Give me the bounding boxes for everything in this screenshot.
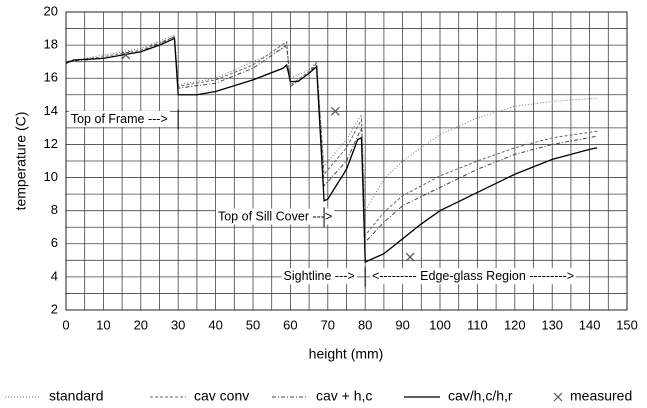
x-tick-label: 140 — [579, 317, 601, 332]
x-tick-label: 90 — [395, 317, 409, 332]
legend-label: standard — [49, 388, 103, 404]
y-tick-label: 4 — [51, 268, 58, 283]
x-tick-label: 120 — [504, 317, 526, 332]
series-line — [65, 34, 598, 213]
y-tick-label: 8 — [51, 202, 58, 217]
annotation: Top of Sill Cover ---> — [218, 210, 332, 224]
y-tick-label: 10 — [44, 169, 58, 184]
annotation-bg — [281, 268, 357, 285]
x-tick-label: 30 — [171, 317, 185, 332]
x-tick-label: 60 — [283, 317, 297, 332]
series-line — [65, 37, 598, 263]
x-tick-label: 10 — [96, 317, 110, 332]
y-tick-label: 2 — [51, 301, 58, 316]
y-axis-label: temperature (C) — [13, 112, 29, 211]
measured-point — [405, 252, 415, 262]
y-tick-label: 14 — [44, 103, 58, 118]
plot-frame — [65, 11, 628, 311]
x-tick-label: 40 — [208, 317, 222, 332]
legend-label: cav conv — [194, 388, 249, 404]
x-tick-label: 80 — [358, 317, 372, 332]
annotation: Sightline ---> — [284, 269, 355, 283]
annotation: <--------- Edge-glass Region ---------> — [372, 269, 574, 283]
legend-marker — [553, 392, 563, 402]
legend-label: cav/h,c/h,r — [448, 388, 513, 404]
x-tick-label: 110 — [467, 317, 488, 332]
series-line — [65, 36, 598, 237]
y-tick-label: 16 — [44, 70, 58, 85]
x-tick-label: 130 — [541, 317, 563, 332]
legend-label: cav + h,c — [316, 388, 372, 404]
measured-point — [121, 50, 131, 60]
x-tick-label: 20 — [134, 317, 148, 332]
x-axis-label: height (mm) — [309, 346, 384, 362]
x-tick-label: 100 — [429, 317, 451, 332]
annotation-bg — [215, 208, 335, 225]
legend-label: measured — [570, 388, 632, 404]
measured-point — [330, 106, 340, 116]
annotation-bg — [369, 268, 577, 285]
annotation: Top of Frame ---> — [71, 112, 168, 126]
y-tick-label: 18 — [44, 37, 58, 52]
x-tick-label: 0 — [62, 317, 69, 332]
y-tick-label: 20 — [44, 3, 58, 18]
x-tick-label: 150 — [616, 317, 638, 332]
x-tick-label: 50 — [246, 317, 260, 332]
annotation-bg — [68, 110, 170, 127]
y-tick-label: 12 — [44, 136, 58, 151]
y-tick-label: 6 — [51, 235, 58, 250]
x-tick-label: 70 — [321, 317, 335, 332]
